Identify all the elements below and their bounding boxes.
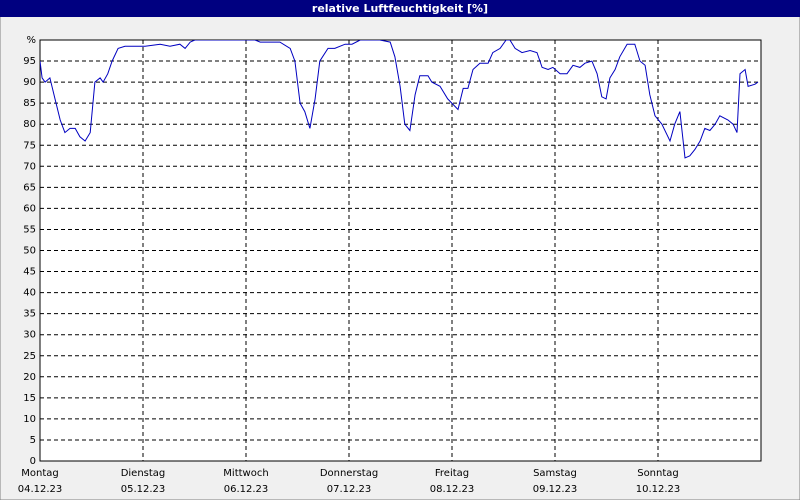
y-tick-label: %	[26, 35, 36, 46]
y-tick-label: 70	[23, 161, 36, 172]
x-tick-label: Samstag	[533, 468, 577, 479]
y-tick-label: 85	[23, 98, 36, 109]
y-tick-label: 50	[23, 246, 36, 257]
y-tick-label: 80	[23, 119, 36, 130]
y-tick-label: 35	[23, 309, 36, 320]
x-tick-label: 10.12.23	[636, 484, 681, 495]
title-bar	[0, 0, 800, 17]
y-tick-label: 30	[23, 330, 36, 341]
chart-title: relative Luftfeuchtigkeit [%]	[312, 2, 488, 15]
x-tick-label: Donnerstag	[320, 468, 378, 479]
y-tick-label: 15	[23, 393, 36, 404]
x-tick-label: Freitag	[435, 468, 469, 479]
x-tick-label: 07.12.23	[327, 484, 372, 495]
y-tick-label: 95	[23, 56, 36, 67]
y-tick-label: 65	[23, 182, 36, 193]
y-tick-label: 10	[23, 414, 36, 425]
x-tick-label: Mittwoch	[223, 468, 268, 479]
x-tick-label: Dienstag	[121, 468, 166, 479]
y-tick-label: 55	[23, 224, 36, 235]
y-tick-label: 5	[30, 435, 36, 446]
y-tick-label: 40	[23, 288, 36, 299]
data-line	[40, 40, 759, 159]
x-tick-label: 05.12.23	[121, 484, 166, 495]
x-tick-label: 09.12.23	[533, 484, 578, 495]
y-tick-label: 25	[23, 351, 36, 362]
x-tick-label: 04.12.23	[18, 484, 63, 495]
x-tick-label: Sonntag	[637, 468, 679, 479]
y-tick-label: 0	[30, 456, 36, 467]
x-tick-label: 06.12.23	[224, 484, 269, 495]
x-tick-label: 08.12.23	[430, 484, 475, 495]
y-tick-label: 90	[23, 77, 36, 88]
y-tick-label: 60	[23, 203, 36, 214]
y-tick-label: 20	[23, 372, 36, 383]
y-tick-label: 75	[23, 140, 36, 151]
y-tick-label: 45	[23, 267, 36, 278]
x-tick-label: Montag	[21, 468, 58, 479]
